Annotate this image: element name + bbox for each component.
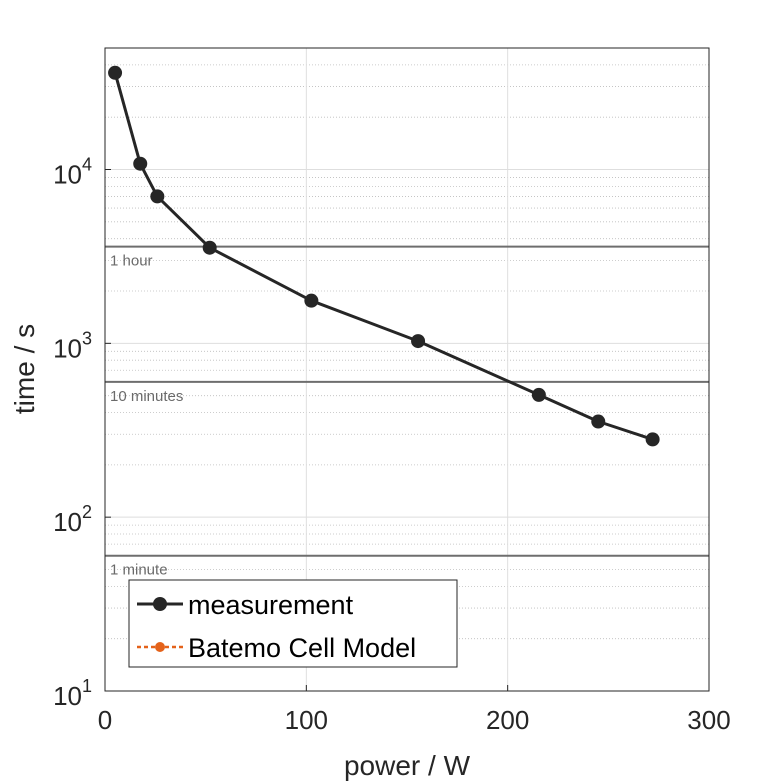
x-tick-label: 100	[285, 705, 328, 735]
data-point	[591, 414, 606, 429]
legend-label-batemo: Batemo Cell Model	[188, 633, 416, 663]
reference-line-label: 1 minute	[110, 562, 168, 579]
x-tick-label: 200	[486, 705, 529, 735]
y-tick-label: 104	[53, 155, 92, 190]
legend-label-measurement: measurement	[188, 590, 354, 620]
reference-line-label: 1 hour	[110, 253, 153, 270]
legend-marker-batemo	[155, 642, 165, 652]
x-tick-label: 0	[98, 705, 112, 735]
x-tick-label: 300	[687, 705, 730, 735]
y-axis-label: time / s	[9, 324, 40, 414]
legend-marker-measurement	[153, 597, 167, 611]
y-ticks: 101 102 103 104	[53, 155, 111, 711]
data-point	[304, 293, 319, 308]
series-layer	[108, 65, 660, 447]
legend-box	[128, 579, 458, 668]
x-ticks: 0 100 200 300	[98, 685, 731, 735]
x-axis-label: power / W	[344, 750, 471, 781]
y-tick-label: 101	[53, 676, 92, 711]
data-point	[108, 65, 123, 80]
plot-frame	[104, 47, 710, 692]
data-point	[411, 334, 426, 349]
y-tick-label: 103	[53, 328, 92, 363]
data-point	[645, 432, 660, 447]
legend: measurement Batemo Cell Model	[128, 579, 458, 668]
y-tick-label: 102	[53, 502, 92, 537]
data-point	[133, 156, 148, 171]
data-point	[531, 387, 546, 402]
data-point	[150, 189, 165, 204]
data-point	[202, 240, 217, 255]
reference-line-label: 10 minutes	[110, 388, 183, 405]
